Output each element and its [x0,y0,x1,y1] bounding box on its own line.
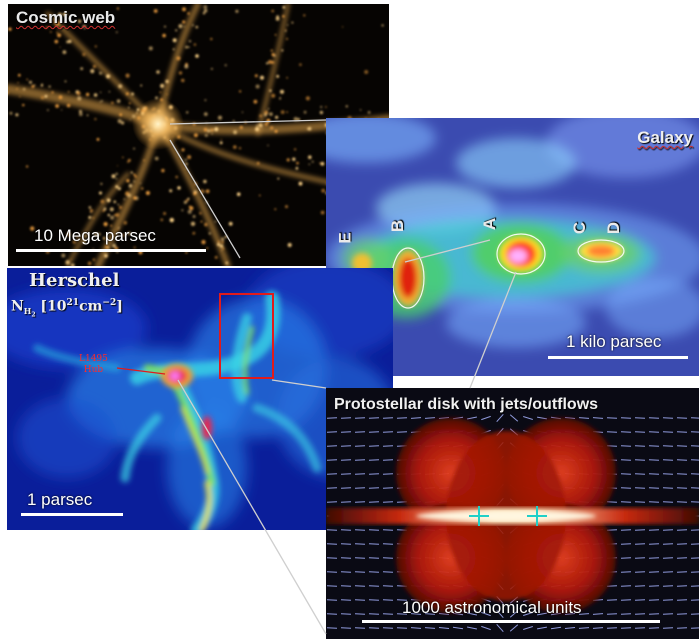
galaxy-scale-label: 1 kilo parsec [566,332,662,351]
cosmic-scale-label: 10 Mega parsec [34,226,156,245]
hub-pointer-line [116,367,166,375]
galaxy-label-b: B [388,219,408,233]
galaxy-image [326,118,699,376]
cosmic-web-image [8,4,389,266]
herschel-title: Herschel [29,270,120,291]
protostellar-disk-simulation [326,413,699,633]
column-density-label: NH2 [1021cm−2] [11,298,123,320]
disk-title: Protostellar disk with jets/outflows [334,396,599,413]
herschel-scale-bar [21,513,123,516]
hub-label-line1: L1495 [79,354,108,364]
galaxy-label-d: D [604,221,624,235]
herschel-scale-label: 1 parsec [27,490,93,509]
cosmic-web-title: Cosmic web [16,8,116,27]
galaxy-label-c: C [570,221,590,235]
disk-scale-label: 1000 astronomical units [402,598,582,617]
galaxy-scale-bar [548,356,688,359]
galaxy-label-e: E [335,232,355,244]
disk-scale-bar [362,620,660,623]
galaxy-label-a: A [480,217,500,231]
cosmic-scale-bar [16,249,206,252]
galaxy-title: Galaxy [637,128,693,147]
galaxy-panel: Galaxy E B A C D 1 kilo parsec [326,118,699,376]
hub-label-line2: Hub [83,365,104,375]
hub-label: L1495 Hub [79,354,108,376]
protostellar-disk-panel: Protostellar disk with jets/outflows 100… [326,388,699,639]
